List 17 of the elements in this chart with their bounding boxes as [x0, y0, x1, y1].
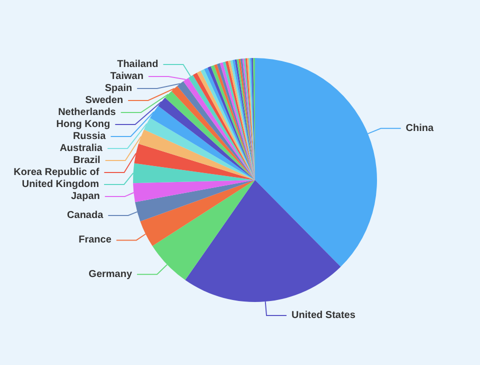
slice-label: Taiwan — [110, 70, 144, 82]
slice-label: Hong Kong — [56, 118, 110, 130]
slice-label: Spain — [104, 82, 132, 94]
slice-label: Germany — [88, 268, 132, 280]
slice-label: Brazil — [73, 154, 101, 166]
slice-label: Japan — [70, 190, 100, 202]
slice-label: Russia — [72, 130, 106, 142]
slice-label: France — [78, 234, 112, 246]
slice-label: Korea Republic of — [14, 166, 100, 178]
slice-label: China — [406, 122, 434, 134]
slice-label: Thailand — [117, 58, 158, 70]
slice-label: United States — [292, 310, 356, 322]
slice-label: United Kingdom — [22, 178, 100, 190]
slice-label: Netherlands — [58, 106, 116, 118]
slice-label: Sweden — [85, 94, 124, 106]
slice-label: Australia — [60, 142, 103, 154]
slice-label: Canada — [67, 210, 104, 221]
